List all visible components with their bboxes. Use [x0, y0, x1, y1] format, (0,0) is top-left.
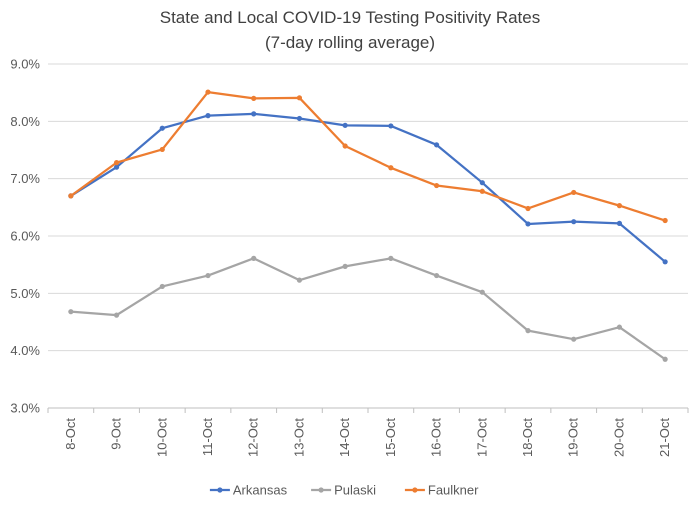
x-tick-label: 21-Oct	[657, 418, 672, 457]
x-tick-label: 17-Oct	[474, 418, 489, 457]
y-tick-label: 4.0%	[10, 343, 40, 358]
data-point	[433, 182, 440, 189]
series-pulaski	[68, 255, 668, 362]
data-point	[159, 283, 165, 290]
data-point	[251, 255, 257, 261]
y-tick-label: 9.0%	[10, 57, 40, 72]
legend-label: Arkansas	[233, 483, 288, 498]
gridlines	[48, 63, 688, 409]
x-tick-label: 9-Oct	[109, 418, 124, 450]
data-point	[68, 309, 74, 315]
data-point	[342, 122, 348, 128]
x-tick-label: 16-Oct	[429, 418, 444, 457]
data-point	[388, 165, 394, 171]
y-tick-label: 6.0%	[10, 229, 40, 244]
legend: Arkansas Pulaski Faulkner	[209, 483, 479, 498]
legend-marker	[217, 487, 223, 493]
data-point	[342, 263, 348, 269]
legend-marker	[318, 487, 324, 493]
chart-subtitle: (7-day rolling average)	[264, 33, 436, 52]
y-tick-label: 7.0%	[10, 171, 40, 186]
x-tick-label: 8-Oct	[63, 418, 78, 450]
data-point	[296, 277, 303, 283]
data-point	[479, 180, 485, 186]
data-point	[525, 205, 531, 212]
data-point	[113, 164, 120, 170]
data-point	[113, 160, 120, 166]
legend-label: Pulaski	[334, 483, 376, 498]
x-tick-label: 14-Oct	[337, 418, 352, 457]
y-tick-label: 3.0%	[10, 401, 40, 416]
x-tick-label: 11-Oct	[200, 418, 215, 456]
data-point	[525, 221, 531, 227]
x-axis: 8-Oct 9-Oct 10-Oct 11-Oct 12-Oct 13-Oct 14-Oct…	[47, 407, 689, 457]
data-point	[113, 312, 120, 318]
data-point	[205, 113, 211, 119]
legend-item-pulaski: Pulaski	[311, 483, 376, 498]
data-point	[571, 336, 577, 342]
data-point	[433, 272, 440, 279]
data-point	[662, 217, 668, 224]
legend-label: Faulkner	[428, 483, 479, 498]
y-tick-label: 5.0%	[10, 286, 40, 301]
series-line-faulkner	[69, 90, 667, 222]
data-point	[159, 125, 165, 131]
data-point	[251, 111, 257, 117]
series-line-arkansas	[69, 112, 667, 263]
data-point	[571, 189, 577, 196]
data-point	[571, 219, 577, 225]
data-point	[616, 203, 623, 209]
x-tick-label: 20-Oct	[611, 418, 626, 457]
y-tick-label: 8.0%	[10, 114, 40, 129]
x-tick-label: 19-Oct	[566, 418, 581, 457]
data-point	[662, 356, 668, 362]
data-point	[525, 328, 531, 334]
series-arkansas	[68, 111, 668, 265]
data-point	[205, 272, 211, 279]
series-lines	[68, 89, 668, 362]
data-point	[251, 95, 257, 101]
data-point	[479, 289, 485, 295]
x-tick-label: 13-Oct	[291, 418, 306, 457]
data-point	[388, 255, 394, 261]
chart-title: State and Local COVID-19 Testing Positiv…	[159, 8, 541, 27]
data-point	[68, 193, 74, 199]
data-point	[616, 324, 623, 330]
data-point	[479, 188, 485, 194]
data-point	[296, 95, 303, 101]
data-point	[296, 115, 303, 122]
y-axis-tick-labels: 3.0% 4.0% 5.0% 6.0% 7.0% 8.0% 9.0%	[10, 57, 40, 416]
data-point	[159, 146, 165, 153]
series-line-pulaski	[69, 257, 667, 361]
data-point	[433, 142, 440, 148]
data-point	[388, 123, 394, 129]
legend-item-arkansas: Arkansas	[209, 483, 288, 498]
series-faulkner	[68, 89, 668, 224]
x-tick-label: 10-Oct	[154, 418, 169, 457]
x-tick-label: 12-Oct	[246, 418, 261, 457]
legend-marker	[412, 487, 418, 493]
data-point	[616, 220, 623, 226]
legend-item-faulkner: Faulkner	[404, 483, 479, 498]
data-point	[342, 143, 348, 149]
data-point	[205, 89, 211, 95]
x-tick-label: 15-Oct	[383, 418, 398, 457]
data-point	[662, 259, 668, 265]
x-tick-label: 18-Oct	[520, 418, 535, 457]
